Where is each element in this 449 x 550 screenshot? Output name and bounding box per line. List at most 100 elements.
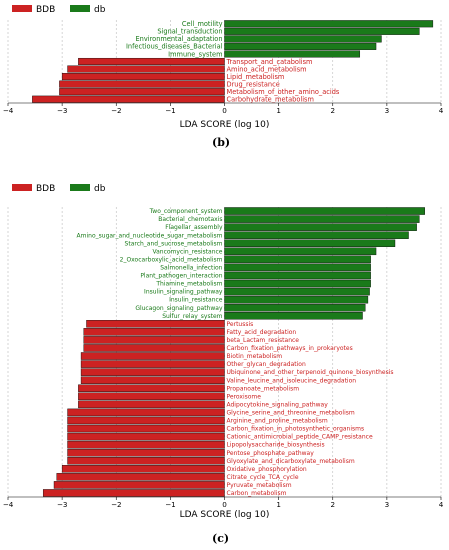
p2-legend-label-1: db xyxy=(94,184,106,194)
p2-bar-12 xyxy=(224,303,366,312)
p2-bar-4 xyxy=(224,239,396,247)
p2-bar-18 xyxy=(80,352,225,360)
p2-bar-label-26: Arginine_and_proline_metabolism xyxy=(227,418,328,425)
p2-bar-3 xyxy=(224,231,409,239)
p1-bar-label-6: Amino_acid_metabolism xyxy=(227,65,307,73)
p2-bar-label-24: Adipocytokine_signaling_pathway xyxy=(227,401,329,408)
p2-bar-label-21: Valine_leucine_and_isoleucine_degradatio… xyxy=(227,377,357,384)
p2-bar-label-32: Oxidative_phosphorylation xyxy=(227,466,307,473)
p1-bar-label-5: Transport_and_catabolism xyxy=(226,58,313,66)
p2-tick-label-8: 4 xyxy=(439,500,444,509)
p2-bar-label-8: Plant_pathogen_interaction xyxy=(140,273,222,280)
p2-bar-label-16: beta_Lactam_resistance xyxy=(227,337,300,344)
p2-tick-label-5: 1 xyxy=(276,500,281,509)
p2-bar-14 xyxy=(86,320,225,328)
p2-bar-15 xyxy=(83,328,225,336)
p2-bar-26 xyxy=(67,416,225,425)
p2-bar-8 xyxy=(224,271,371,280)
p2-bar-label-7: Salmonella_infection xyxy=(160,265,222,272)
p1-tick-label-0: −4 xyxy=(3,106,14,115)
p2-x-axis-label: LDA SCORE (log 10) xyxy=(180,510,270,520)
p1-legend-label-1: db xyxy=(94,5,106,15)
p2-tick-label-2: −2 xyxy=(111,500,122,509)
p1-bar-label-9: Metabolism_of_other_amino_acids xyxy=(227,88,340,96)
p2-bar-label-6: 2_Oxocarboxylic_acid_metabolism xyxy=(120,256,223,263)
p1-bar-label-4: Immune_system xyxy=(168,50,222,58)
p1-bar-8 xyxy=(59,80,225,88)
p1-tick-label-2: −2 xyxy=(111,106,122,115)
p2-legend-swatch-1 xyxy=(70,184,90,191)
p2-tick-label-7: 3 xyxy=(385,500,390,509)
p2-bar-29 xyxy=(67,440,225,449)
p2-bar-27 xyxy=(67,424,225,433)
p1-x-axis-label: LDA SCORE (log 10) xyxy=(180,120,270,130)
p2-tick-label-3: −1 xyxy=(165,500,176,509)
p1-bar-2 xyxy=(224,35,382,43)
p2-bar-17 xyxy=(83,344,225,352)
p2-bar-label-0: Two_component_system xyxy=(149,208,223,215)
p2-bar-34 xyxy=(53,481,225,489)
p2-bar-label-18: Biotin_metabolism xyxy=(227,353,283,360)
p2-legend-label-0: BDB xyxy=(36,184,55,194)
p2-tick-label-6: 2 xyxy=(330,500,335,509)
p2-bar-23 xyxy=(78,392,225,401)
p2-bar-label-3: Amino_sugar_and_nucleotide_sugar_metabol… xyxy=(77,232,223,239)
p2-bar-label-30: Pentose_phosphate_pathway xyxy=(227,450,315,457)
p1-tick-label-3: −1 xyxy=(165,106,176,115)
p1-tick-label-6: 2 xyxy=(330,106,335,115)
panel-label-c: (c) xyxy=(212,532,230,545)
p1-legend-swatch-0 xyxy=(12,5,32,12)
p2-bar-label-25: Glycine_serine_and_threonine_metabolism xyxy=(227,410,355,417)
p2-bar-label-13: Sulfur_relay_system xyxy=(162,313,222,320)
p2-bar-label-5: Vancomycin_resistance xyxy=(152,248,222,255)
p2-bar-5 xyxy=(224,247,377,256)
p2-bar-33 xyxy=(56,473,225,481)
p2-bar-7 xyxy=(224,263,371,272)
p2-bar-label-27: Carbon_fixation_in_photosynthetic_organi… xyxy=(227,426,365,433)
p1-bar-10 xyxy=(32,95,225,103)
p2-bar-label-33: Citrate_cycle_TCA_cycle xyxy=(227,474,299,481)
p2-bar-22 xyxy=(78,384,225,392)
p2-bar-label-10: Insulin_signaling_pathway xyxy=(144,289,223,296)
p2-bar-label-12: Glucagon_signaling_pathway xyxy=(135,305,223,312)
p2-legend-swatch-0 xyxy=(12,184,32,191)
p1-bar-label-3: Infectious_diseases_Bacterial xyxy=(126,43,223,51)
p1-bar-9 xyxy=(59,88,225,96)
p1-tick-label-4: 0 xyxy=(222,106,227,115)
p2-bar-label-17: Carbon_fixation_pathways_in_prokaryotes xyxy=(227,345,353,352)
p2-bar-32 xyxy=(61,465,225,473)
p2-bar-label-23: Peroxisome xyxy=(227,393,262,400)
p2-tick-label-1: −3 xyxy=(57,500,68,509)
p2-bar-label-19: Other_glycan_degradation xyxy=(227,361,306,368)
p2-bar-35 xyxy=(42,489,225,497)
p2-bar-30 xyxy=(67,448,225,457)
p1-tick-label-1: −3 xyxy=(57,106,68,115)
p1-bar-label-1: Signal_transduction xyxy=(157,28,222,36)
p2-bar-label-14: Pertussis xyxy=(227,321,254,328)
p1-bar-6 xyxy=(67,65,225,73)
p1-bar-label-10: Carbohydrate_metabolism xyxy=(227,96,314,104)
p2-bar-label-20: Ubiquinone_and_other_terpenoid_quinone_b… xyxy=(227,369,394,376)
p2-bar-label-29: Lipopolysaccharide_biosynthesis xyxy=(227,442,325,449)
p2-bar-label-9: Thiamine_metabolism xyxy=(155,281,222,288)
p2-bar-19 xyxy=(80,360,225,368)
p2-bar-label-2: Flagellar_assembly xyxy=(165,224,223,231)
p2-tick-label-0: −4 xyxy=(3,500,14,509)
p2-bar-11 xyxy=(224,295,369,304)
p2-bar-24 xyxy=(78,400,225,409)
p1-bar-0 xyxy=(224,20,434,28)
p2-bar-20 xyxy=(80,368,225,376)
p2-bar-10 xyxy=(224,287,370,296)
p2-bar-21 xyxy=(80,376,225,384)
p2-bar-label-4: Starch_and_sucrose_metabolism xyxy=(125,240,223,247)
p1-bar-4 xyxy=(224,50,361,58)
p1-bar-label-2: Environmental_adaptation xyxy=(136,35,223,43)
p2-bar-label-28: Cationic_antimicrobial_peptide_CAMP_resi… xyxy=(227,434,373,441)
p1-bar-1 xyxy=(224,27,420,35)
p2-tick-label-4: 0 xyxy=(222,500,227,509)
p2-bar-16 xyxy=(83,336,225,344)
p2-bar-6 xyxy=(224,255,371,264)
p1-tick-label-7: 3 xyxy=(385,106,390,115)
p1-tick-label-8: 4 xyxy=(439,106,444,115)
